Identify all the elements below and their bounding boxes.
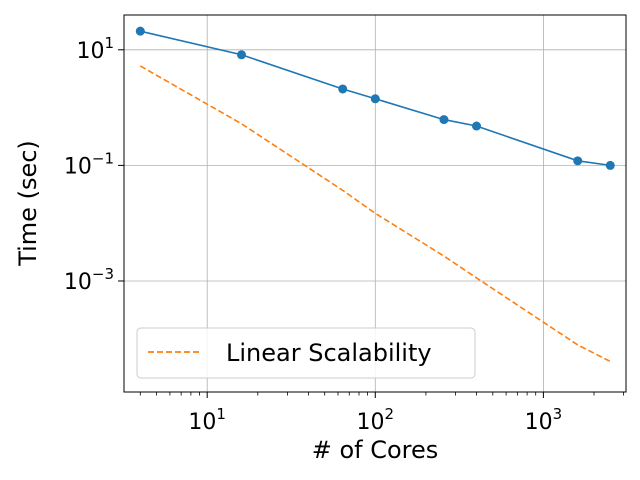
y-tick-label-2: 10−3 [64, 265, 114, 295]
series-0-point-1 [237, 50, 247, 60]
series-0-point-2 [338, 84, 348, 94]
legend: Linear Scalability [136, 327, 476, 379]
series-layer [135, 26, 615, 363]
series-0-point-0 [135, 26, 145, 36]
x-tick-label-1: 102 [357, 405, 395, 435]
legend-box [136, 327, 476, 379]
series-0-point-3 [370, 94, 380, 104]
series-0-point-7 [605, 160, 615, 170]
legend-label: Linear Scalability [226, 339, 432, 367]
series-0-line [140, 30, 611, 167]
x-axis-label: # of Cores [312, 436, 439, 464]
y-tick-label-1: 10−1 [64, 149, 114, 179]
series-0-point-6 [573, 156, 583, 166]
tick-labels: 101 102 103 101 10−1 10−3 [64, 34, 562, 435]
grid [124, 15, 626, 392]
ticks [118, 49, 544, 398]
x-tick-label-0: 101 [188, 405, 226, 435]
x-tick-label-2: 103 [525, 405, 563, 435]
y-axis-label: Time (sec) [14, 140, 42, 267]
series-0-point-5 [472, 121, 482, 131]
y-tick-label-0: 101 [76, 34, 114, 64]
minor-ticks [139, 392, 625, 396]
series-1-line [139, 65, 611, 363]
series-0-point-4 [439, 115, 449, 125]
